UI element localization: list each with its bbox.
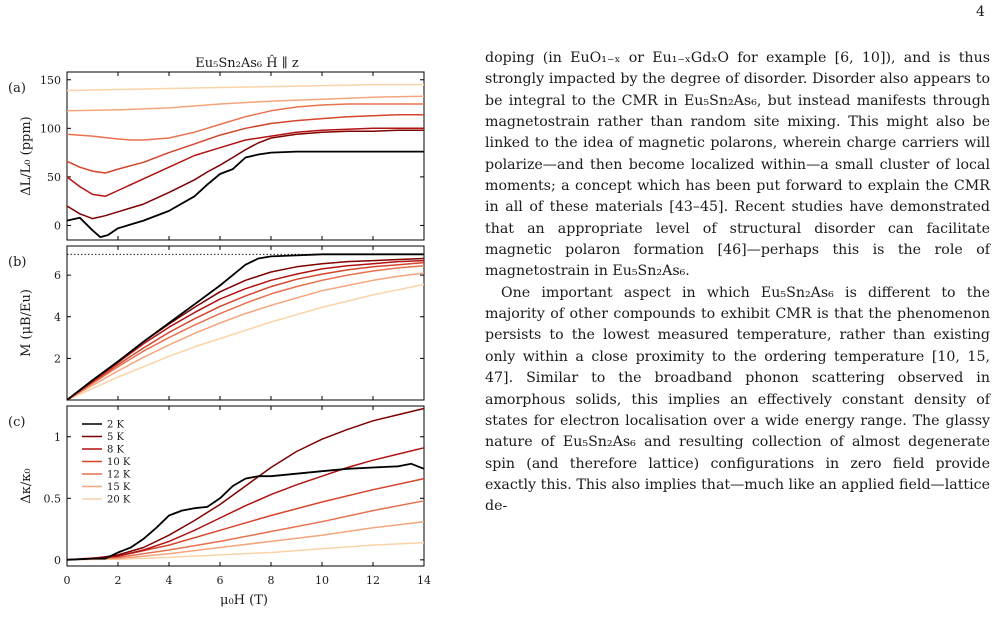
x-tick-label: 14 — [417, 574, 431, 587]
series-line-5K — [66, 257, 425, 401]
y-tick-label: 4 — [54, 311, 61, 324]
body-text-column: doping (in EuO₁₋ₓ or Eu₁₋ₓGdₓO for examp… — [485, 48, 990, 518]
series-line-2K — [66, 462, 425, 561]
panel-label: (b) — [8, 255, 26, 270]
series-line-5K — [66, 129, 424, 220]
plot-frame — [66, 405, 425, 567]
series-line-10K — [66, 261, 425, 401]
series-line-12K — [66, 103, 424, 141]
body-paragraph-2: One important aspect in which Eu₅Sn₂As₆ … — [485, 284, 990, 515]
legend-entry: 2 K — [107, 420, 125, 431]
series-line-8K — [66, 259, 425, 401]
y-tick-label: 50 — [47, 171, 61, 184]
x-axis-label: μ₀H (T) — [220, 593, 268, 608]
series-line-15K — [66, 95, 425, 112]
legend-entry: 20 K — [107, 495, 131, 506]
y-axis-label: M (μB/Eu) — [19, 289, 34, 357]
series-line-8K — [66, 447, 425, 561]
x-tick-label: 0 — [64, 574, 71, 587]
y-tick-label: 100 — [40, 122, 61, 135]
x-tick-label: 2 — [115, 574, 122, 587]
series-line-8K — [66, 127, 424, 198]
y-tick-label: 2 — [54, 352, 61, 365]
series-line-12K — [66, 500, 425, 561]
legend-entry: 5 K — [107, 432, 125, 443]
panel-a: 0 50 100 150 (a) ΔL/L₀ (ppm) — [8, 71, 425, 241]
y-tick-label: 0 — [54, 554, 61, 567]
series-line-20K — [66, 283, 425, 401]
panel-label: (c) — [8, 415, 25, 430]
x-tick-label: 4 — [166, 574, 173, 587]
panel-c: 0 0.5 1 (c) Δκ/κ₀ — [8, 405, 425, 567]
series-line-20K — [66, 541, 425, 561]
plot-frame — [66, 245, 425, 401]
panel-b: 2 4 6 (b) M (μB/Eu) — [8, 245, 425, 401]
y-tick-label: 0.5 — [44, 492, 62, 505]
y-tick-label: 0 — [54, 219, 61, 232]
series-line-20K — [66, 83, 424, 92]
y-tick-label: 150 — [40, 74, 61, 87]
y-axis-label: Δκ/κ₀ — [19, 468, 34, 503]
panel-label: (a) — [8, 81, 26, 96]
series-line-10K — [66, 113, 424, 174]
series-line-2K — [66, 150, 424, 239]
page-number: 4 — [976, 4, 985, 20]
figure-title: Eu₅Sn₂As₆ Ĥ ∥ z — [195, 55, 299, 71]
legend-entry: 10 K — [107, 457, 131, 468]
legend-entry: 8 K — [107, 445, 125, 456]
legend-entry: 12 K — [107, 470, 131, 481]
series-line-15K — [66, 520, 425, 561]
x-tick-label: 10 — [315, 574, 329, 587]
series-line-12K — [66, 265, 425, 401]
plot-frame — [66, 71, 425, 241]
legend-entry: 15 K — [107, 482, 131, 493]
series-line-5K — [66, 407, 425, 561]
chart-legend: 2 K5 K 8 K10 K 12 K15 K 20 K — [82, 420, 131, 506]
y-axis-label: ΔL/L₀ (ppm) — [19, 116, 34, 196]
x-tick-label: 8 — [268, 574, 275, 587]
series-line-15K — [66, 272, 425, 401]
y-tick-label: 6 — [54, 269, 61, 282]
y-tick-label: 1 — [54, 431, 61, 444]
series-line-2K — [66, 253, 424, 401]
x-tick-label: 12 — [366, 574, 380, 587]
body-paragraph-1: doping (in EuO₁₋ₓ or Eu₁₋ₓGdₓO for examp… — [485, 50, 990, 280]
x-tick-label: 6 — [217, 574, 224, 587]
